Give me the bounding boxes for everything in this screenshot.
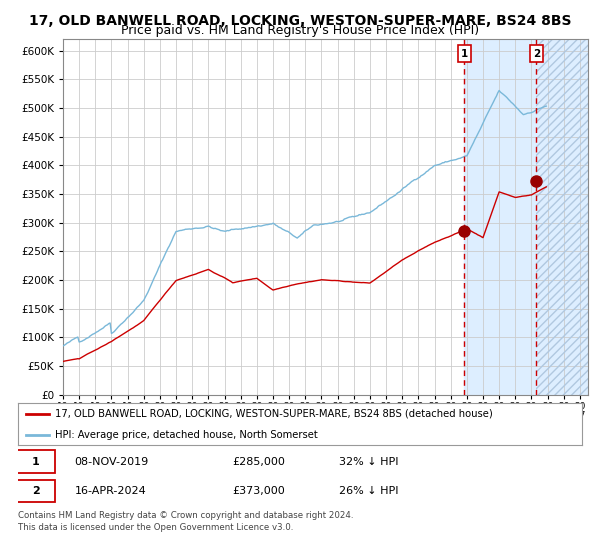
Text: £373,000: £373,000	[232, 486, 285, 496]
Text: 17, OLD BANWELL ROAD, LOCKING, WESTON-SUPER-MARE, BS24 8BS: 17, OLD BANWELL ROAD, LOCKING, WESTON-SU…	[29, 14, 571, 28]
Text: 1: 1	[32, 456, 40, 466]
FancyBboxPatch shape	[17, 480, 55, 502]
Text: 2: 2	[533, 49, 540, 59]
Text: HPI: Average price, detached house, North Somerset: HPI: Average price, detached house, Nort…	[55, 430, 317, 440]
Text: 32% ↓ HPI: 32% ↓ HPI	[340, 456, 399, 466]
Bar	[536, 39, 588, 395]
Bar	[536, 39, 588, 395]
Text: £285,000: £285,000	[232, 456, 285, 466]
Text: 08-NOV-2019: 08-NOV-2019	[74, 456, 149, 466]
Text: 2: 2	[32, 486, 40, 496]
Bar	[464, 39, 536, 395]
Text: 1: 1	[461, 49, 468, 59]
FancyBboxPatch shape	[17, 450, 55, 473]
Text: 17, OLD BANWELL ROAD, LOCKING, WESTON-SUPER-MARE, BS24 8BS (detached house): 17, OLD BANWELL ROAD, LOCKING, WESTON-SU…	[55, 409, 493, 419]
Text: Contains HM Land Registry data © Crown copyright and database right 2024.
This d: Contains HM Land Registry data © Crown c…	[18, 511, 353, 531]
Text: 26% ↓ HPI: 26% ↓ HPI	[340, 486, 399, 496]
Text: 16-APR-2024: 16-APR-2024	[74, 486, 146, 496]
Text: Price paid vs. HM Land Registry's House Price Index (HPI): Price paid vs. HM Land Registry's House …	[121, 24, 479, 37]
